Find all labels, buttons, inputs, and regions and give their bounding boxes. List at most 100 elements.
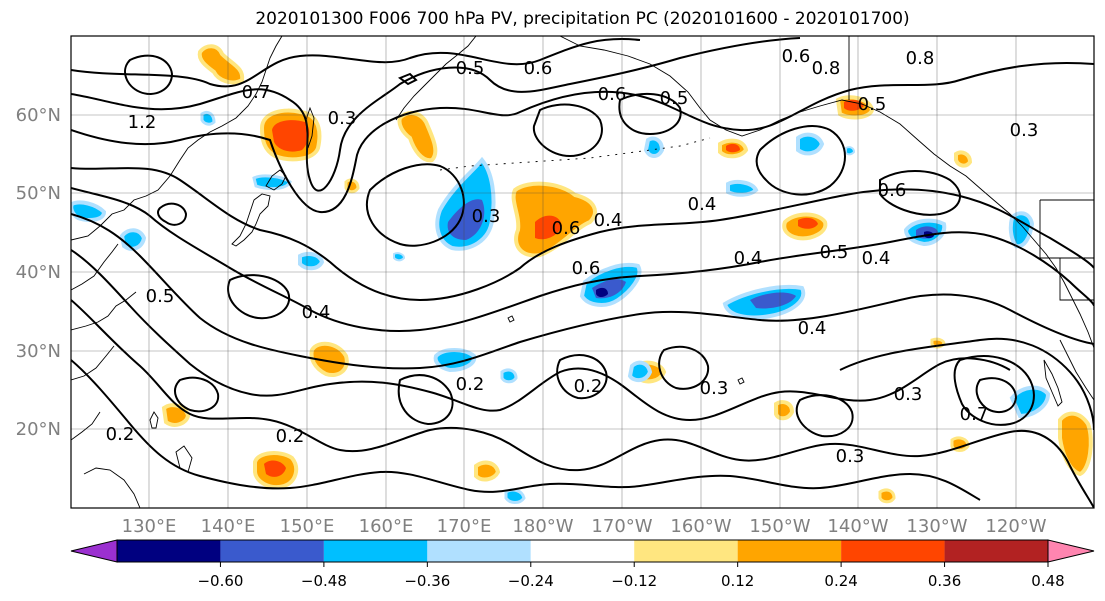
negative-anomaly-blob: [119, 228, 147, 251]
longitude-label: 160°W: [670, 516, 731, 537]
contour-label: 1.2: [128, 112, 157, 133]
map-panel: 1.2 0.8 0.8 0.7 0.7 0.6 0.6 0.6 0.6 0.6 0.6 0.5 0.5 0…: [71, 36, 1094, 508]
contour-label: 0.3: [894, 384, 923, 405]
contour-label: 0.4: [302, 302, 331, 323]
longitude-label: 120°W: [985, 516, 1046, 537]
longitude-label: 150°E: [280, 516, 335, 537]
longitude-label: 180°W: [512, 516, 573, 537]
negative-anomaly-core: [750, 292, 796, 309]
colorbar-segment: [944, 540, 1048, 562]
contour-line: [879, 170, 962, 216]
contour-label: 0.6: [552, 218, 581, 239]
positive-anomaly-core: [264, 460, 286, 477]
contour-label: 0.4: [862, 248, 891, 269]
contour-label: 0.6: [878, 180, 907, 201]
baja-california: [1043, 359, 1063, 407]
alaska-coastline: [559, 36, 1094, 349]
contour-label: 0.5: [456, 58, 485, 79]
contour-label: 0.7: [242, 82, 271, 103]
contour-line: [71, 359, 981, 501]
negative-anomaly-deep: [596, 287, 608, 297]
contour-label: 0.2: [276, 426, 305, 447]
latitude-label: 30°N: [16, 341, 61, 362]
contour-line: [71, 213, 1094, 370]
contour-label: 0.3: [836, 446, 865, 467]
negative-anomaly-blob: [500, 368, 518, 384]
colorbar-segment: [220, 540, 324, 562]
negative-anomaly-blob: [252, 174, 292, 191]
contour-label: 0.4: [798, 318, 827, 339]
contour-line: [975, 377, 1018, 414]
colorbar-segment: [323, 540, 428, 562]
contour-labels: 1.2 0.8 0.8 0.7 0.7 0.6 0.6 0.6 0.6 0.6 0.6 0.5 0.5 0…: [106, 46, 1039, 467]
contour-line: [839, 337, 1094, 431]
mexico-coastline: [1059, 339, 1094, 401]
positive-anomaly-blob: [878, 488, 896, 504]
contour-label: 0.6: [598, 84, 627, 105]
colorbar-tick-label: 0.12: [721, 572, 754, 590]
contour-label: 0.7: [960, 404, 989, 425]
contour-label: 0.4: [688, 194, 717, 215]
contour-line: [532, 103, 603, 158]
hawaii-island: [737, 377, 745, 385]
positive-anomaly-core: [272, 120, 310, 152]
longitude-label: 140°W: [827, 516, 888, 537]
contour-label: 0.3: [700, 378, 729, 399]
negative-anomaly-blob: [393, 252, 406, 262]
contour-label: 0.4: [734, 248, 763, 269]
positive-anomaly-blob: [774, 400, 795, 421]
contour-line: [71, 37, 641, 88]
colorbar-tick-label: −0.60: [197, 572, 243, 590]
latitude-label: 20°N: [16, 419, 61, 440]
contour-label: 0.5: [820, 242, 849, 263]
colorbar-tick-label: 0.24: [824, 572, 857, 590]
colorbar-tick-label: 0.36: [928, 572, 961, 590]
longitude-label: 170°E: [437, 516, 492, 537]
latitude-label: 60°N: [16, 105, 61, 126]
asia-coastline: [71, 345, 115, 381]
positive-anomaly-core: [726, 143, 740, 153]
colorbar-extend-min: [70, 539, 118, 563]
positive-anomaly-blob: [397, 111, 438, 163]
negative-anomaly-blob: [504, 488, 526, 504]
longitude-label: 150°W: [749, 516, 810, 537]
contour-label: 0.6: [524, 58, 553, 79]
positive-anomaly-core: [844, 99, 864, 111]
contour-line: [174, 376, 220, 413]
colorbar-tick-label: 0.48: [1031, 572, 1064, 590]
negative-anomaly-blob: [643, 136, 665, 158]
contour-line: [71, 37, 801, 192]
contour-label: 0.3: [1010, 120, 1039, 141]
contour-label: 0.3: [328, 108, 357, 129]
contour-line: [953, 355, 1035, 426]
contour-line: [157, 202, 188, 226]
contour-line: [365, 163, 465, 247]
contour-line: [71, 187, 1094, 333]
positive-anomaly-blob: [954, 150, 973, 168]
contour-label: 0.4: [594, 210, 623, 231]
latitude-label: 40°N: [16, 262, 61, 283]
philippines-coastline: [175, 445, 193, 473]
colorbar-tick-label: −0.48: [301, 572, 347, 590]
contour-line: [618, 92, 682, 136]
contour-label: 0.2: [574, 376, 603, 397]
negative-anomaly-blob: [845, 146, 856, 156]
positive-anomaly-core: [798, 217, 818, 229]
contour-label: 0.5: [146, 286, 175, 307]
asia-coastline: [71, 411, 101, 441]
negative-anomaly-blob: [627, 360, 653, 383]
contour-line: [124, 54, 174, 95]
positive-anomaly-blob: [309, 341, 349, 377]
contour-label: 0.5: [660, 88, 689, 109]
positive-anomaly-core: [535, 215, 562, 240]
contour-line: [556, 354, 608, 400]
colorbar-frame: [116, 539, 1049, 563]
contour-line: [397, 72, 418, 86]
colorbar-segment: [117, 540, 221, 562]
negative-anomaly-blob: [298, 252, 325, 271]
contour-line: [227, 274, 291, 320]
latitude-label: 50°N: [16, 183, 61, 204]
contour-line: [71, 299, 1094, 508]
midway-island: [507, 315, 515, 323]
